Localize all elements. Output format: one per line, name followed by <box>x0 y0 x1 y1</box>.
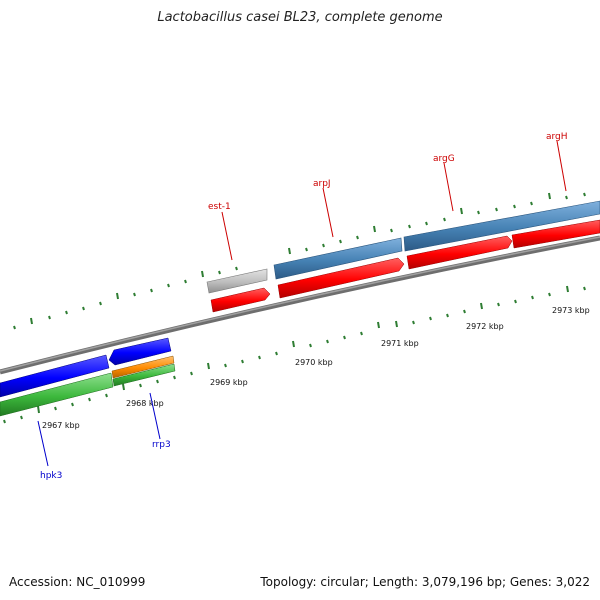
map-title: Lactobacillus casei BL23, complete genom… <box>157 10 443 25</box>
leader-line-hpk3 <box>37 420 49 467</box>
gene-label-argh: argH <box>546 132 568 142</box>
gene-label-arpj: arpJ <box>313 179 331 189</box>
tick-label-2968: 2968 kbp <box>126 399 164 408</box>
gene-steelblue-argg[interactable] <box>403 200 600 252</box>
cds-blue-rrp3[interactable] <box>108 337 172 366</box>
tick-label-2971: 2971 kbp <box>381 339 419 348</box>
leader-line-argg <box>443 162 454 212</box>
gene-label-hpk3: hpk3 <box>40 471 62 481</box>
cds-blue-hpk3[interactable] <box>0 354 110 398</box>
cds-red-argh[interactable] <box>511 219 600 249</box>
cds-red-argg[interactable] <box>406 235 513 270</box>
leader-line-rrp3 <box>149 392 161 440</box>
tick-label-2970: 2970 kbp <box>295 358 333 367</box>
gene-green-rrp3[interactable] <box>112 363 176 387</box>
upper-tick-row <box>13 192 586 330</box>
gene-steelblue-arpj[interactable] <box>273 237 403 280</box>
backbone-highlight <box>0 236 600 372</box>
backbone <box>0 235 600 375</box>
cds-red-est-1[interactable] <box>210 287 271 313</box>
leader-line-est-1 <box>221 211 233 261</box>
accession-label: Accession: NC_010999 <box>9 575 146 589</box>
gene-gray-est-1[interactable] <box>206 268 268 294</box>
gene-orange-rrp3[interactable] <box>111 355 175 379</box>
gene-label-argg: argG <box>433 154 455 164</box>
gene-green-hpk3[interactable] <box>0 372 114 417</box>
tick-label-2973: 2973 kbp <box>552 306 590 315</box>
genome-summary: Topology: circular; Length: 3,079,196 bp… <box>260 575 590 589</box>
leader-line-argh <box>556 140 567 192</box>
tick-label-2972: 2972 kbp <box>466 322 504 331</box>
tick-label-2967: 2967 kbp <box>42 421 80 430</box>
cds-red-arpj[interactable] <box>277 257 405 299</box>
gene-label-est-1: est-1 <box>208 202 231 212</box>
tick-label-2969: 2969 kbp <box>210 378 248 387</box>
gene-label-rrp3: rrp3 <box>152 440 171 450</box>
lower-tick-row <box>3 285 586 424</box>
leader-line-arpj <box>322 187 334 238</box>
